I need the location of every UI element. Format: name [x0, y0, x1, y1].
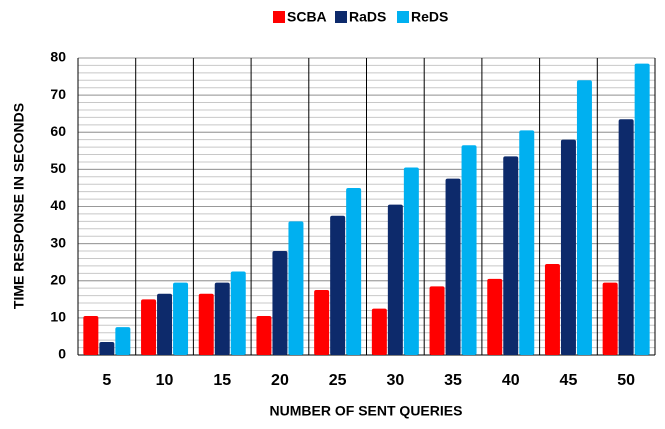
bar — [198, 293, 214, 355]
legend-swatch — [273, 11, 285, 23]
x-tick-label: 45 — [560, 372, 578, 389]
bar — [173, 282, 189, 355]
bar — [314, 290, 330, 355]
y-tick-label: 60 — [50, 123, 66, 139]
bar — [461, 145, 477, 355]
bar — [403, 167, 419, 355]
legend-label: SCBA — [287, 9, 327, 25]
bar — [445, 178, 461, 355]
x-tick-label: 20 — [271, 372, 289, 389]
y-tick-label: 40 — [50, 197, 66, 213]
x-tick-label: 50 — [617, 372, 635, 389]
x-tick-label: 15 — [213, 372, 231, 389]
bar — [288, 221, 304, 355]
x-tick-label: 10 — [156, 372, 174, 389]
bar — [83, 316, 99, 355]
bar — [560, 139, 576, 355]
bar — [634, 63, 650, 355]
x-tick-label: 30 — [386, 372, 404, 389]
legend-swatch — [335, 11, 347, 23]
bar — [503, 156, 519, 355]
y-tick-label: 50 — [50, 160, 66, 176]
bar — [371, 308, 387, 355]
x-tick-label: 25 — [329, 372, 347, 389]
y-axis-label: TIME RESPONSE IN SECONDS — [11, 103, 27, 309]
y-tick-label: 30 — [50, 234, 66, 250]
bar — [387, 204, 403, 355]
bar — [346, 187, 362, 355]
x-tick-label: 35 — [444, 372, 462, 389]
y-tick-label: 0 — [58, 346, 66, 362]
bar — [487, 278, 503, 355]
bar — [576, 80, 592, 356]
bar — [330, 215, 346, 355]
bar — [602, 282, 618, 355]
bar — [429, 286, 445, 355]
y-tick-label: 70 — [50, 86, 66, 102]
legend-label: RaDS — [349, 9, 386, 25]
legend-label: ReDS — [411, 9, 448, 25]
bar — [544, 264, 560, 355]
bar — [157, 293, 173, 355]
bar — [256, 316, 272, 355]
bar — [618, 119, 634, 355]
bar — [99, 342, 115, 355]
bar — [272, 251, 288, 355]
bar — [214, 282, 230, 355]
bar — [115, 327, 131, 355]
y-tick-label: 10 — [50, 309, 66, 325]
x-tick-label: 40 — [502, 372, 520, 389]
legend-swatch — [397, 11, 409, 23]
bar — [519, 130, 535, 355]
y-tick-label: 80 — [50, 49, 66, 65]
x-tick-label: 5 — [102, 372, 111, 389]
x-axis-label: NUMBER OF SENT QUERIES — [270, 403, 463, 419]
y-tick-label: 20 — [50, 271, 66, 287]
bar — [230, 271, 246, 355]
bar — [141, 299, 157, 355]
